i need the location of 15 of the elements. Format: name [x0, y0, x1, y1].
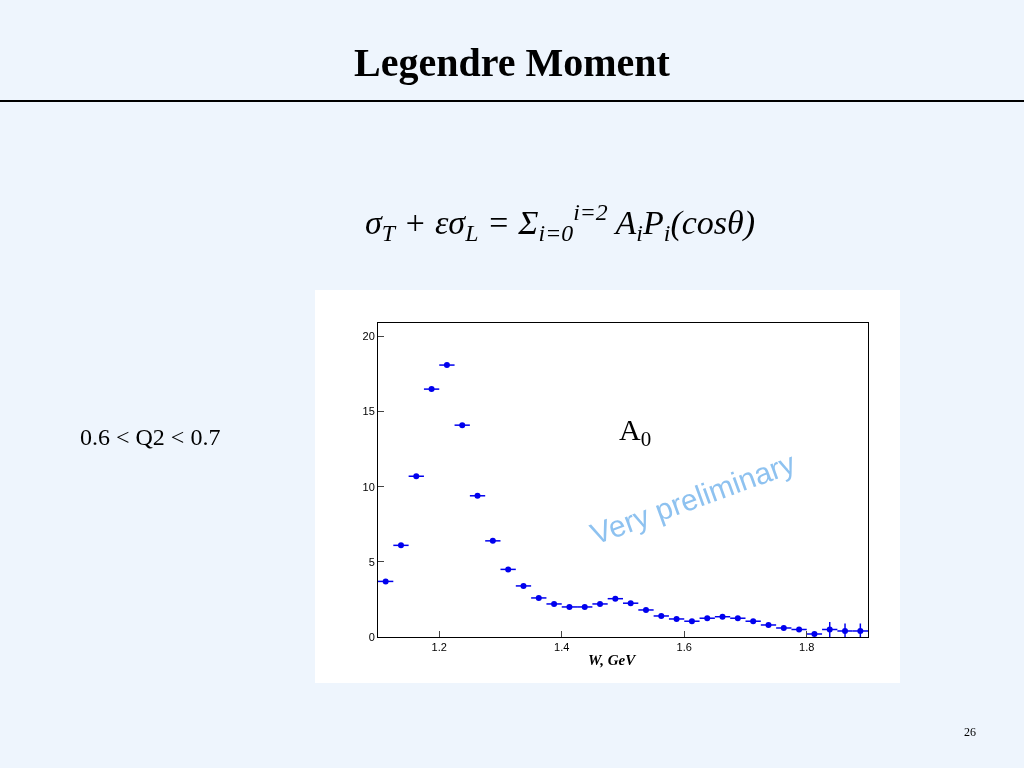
x-axis-title: W, GeV	[588, 652, 638, 668]
annotation: A$_{0}$	[619, 413, 652, 452]
text: 26	[964, 725, 976, 739]
x-tick-label: 1.6	[676, 641, 692, 654]
x-tick-label: 1.2	[431, 641, 447, 654]
x-tick-label: 1.8	[799, 641, 815, 654]
chart-title: Legendre Moment	[354, 40, 671, 85]
y-tick-label: 15	[362, 405, 375, 418]
y-tick-label: 20	[362, 330, 375, 343]
y-tick-label: 0	[368, 630, 375, 643]
text: 0.6 < Q2 < 0.7	[80, 424, 221, 450]
y-tick-label: 10	[362, 480, 375, 493]
text: σ$_{T}$ + εσ$_{L}$ = Σ$_{i=0}$$^{i=2}$ A$_{i}$P$_{i}$(cosθ)	[365, 199, 756, 247]
y-tick-label: 5	[368, 555, 375, 568]
x-tick-label: 1.4	[554, 641, 570, 654]
